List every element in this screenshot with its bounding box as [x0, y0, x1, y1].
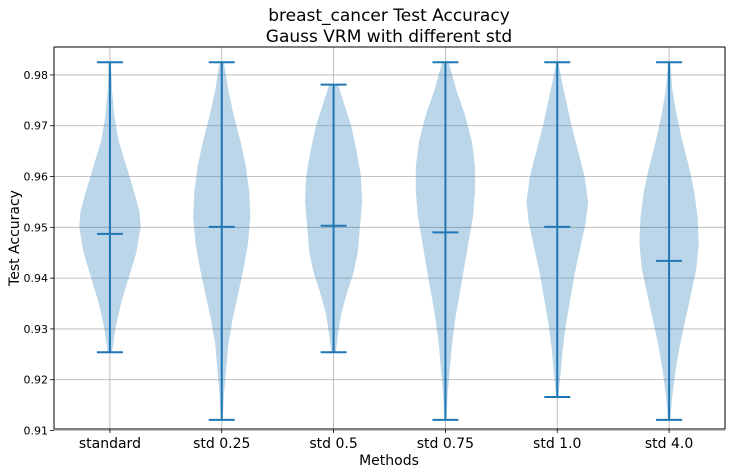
y-tick-label: 0.95	[24, 221, 49, 234]
y-tick-label: 0.94	[24, 272, 49, 285]
x-tick-label: std 0.75	[417, 436, 474, 452]
y-tick-label: 0.97	[24, 120, 49, 133]
x-ticks: standard std 0.25 std 0.5 std 0.75 std 1.0 st…	[79, 429, 693, 452]
grid	[54, 47, 725, 431]
y-tick-label: 0.91	[24, 425, 49, 438]
plot-frame	[53, 46, 726, 430]
x-tick-label: std 0.25	[193, 436, 250, 452]
y-tick-label: 0.93	[24, 323, 49, 336]
y-tick-label: 0.96	[24, 171, 49, 184]
y-ticks: 0.91 0.92 0.93 0.94 0.95 0.96 0.97 0.98	[24, 69, 54, 438]
x-tick-label: std 0.5	[309, 436, 357, 452]
violins	[79, 61, 699, 421]
y-axis-label: Test Accuracy	[7, 190, 23, 287]
x-tick-label: std 1.0	[533, 436, 581, 452]
chart-subtitle: Gauss VRM with different std	[266, 27, 512, 47]
x-tick-label: std 4.0	[645, 436, 693, 452]
y-tick-label: 0.98	[24, 69, 49, 82]
y-tick-label: 0.92	[24, 374, 49, 387]
x-axis-label: Methods	[359, 453, 419, 469]
chart-title: breast_cancer Test Accuracy	[268, 6, 510, 26]
x-tick-label: standard	[79, 436, 141, 452]
